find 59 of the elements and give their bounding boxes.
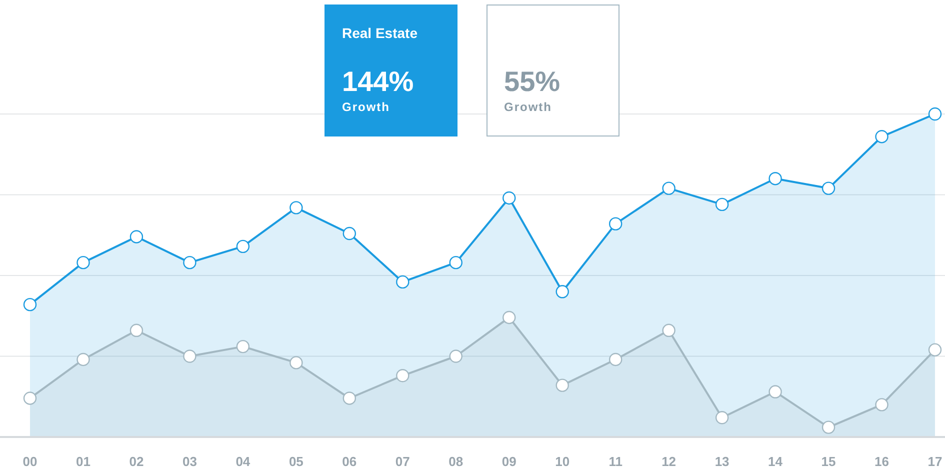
x-tick-label: 17: [928, 454, 942, 468]
point: [396, 369, 410, 382]
point: [822, 420, 836, 434]
point: [822, 182, 836, 195]
point: [662, 182, 676, 195]
point: [342, 392, 356, 405]
x-tick-label: 14: [768, 454, 784, 468]
point: [290, 356, 303, 370]
point: [396, 275, 410, 289]
point: [502, 310, 516, 324]
point: [875, 398, 888, 412]
point: [130, 230, 144, 244]
x-tick-label: 15: [821, 454, 836, 468]
point: [76, 352, 90, 366]
annotation: Growth: [342, 100, 390, 114]
point: [236, 340, 250, 354]
x-tick-label: 16: [874, 454, 889, 468]
x-tick-label: 05: [288, 454, 304, 468]
point: [608, 352, 622, 366]
x-tick-label: 04: [236, 454, 251, 468]
point: [23, 392, 37, 405]
point: [662, 324, 676, 338]
text: 144%: [342, 66, 414, 97]
point: [608, 217, 622, 230]
x-tick-label: 09: [502, 454, 516, 468]
point: [183, 256, 196, 270]
point: [290, 201, 303, 214]
x-tick-label: 11: [608, 454, 622, 468]
x-tick-label: 12: [662, 454, 676, 468]
point: [183, 350, 196, 363]
point: [768, 172, 782, 186]
point: [768, 385, 782, 398]
point: [342, 226, 356, 240]
point: [502, 191, 516, 205]
point: [556, 378, 569, 392]
point: [130, 324, 144, 338]
text: 55%: [504, 66, 560, 97]
point: [875, 130, 888, 144]
x-tick-label: 01: [76, 454, 90, 468]
x-tick-label: 02: [129, 454, 144, 468]
annotation: Growth: [504, 100, 552, 114]
x-tick-label: 10: [555, 454, 570, 468]
x-tick-label: 03: [182, 454, 197, 468]
x-tick-label: 00: [22, 454, 38, 468]
x-tick-label: 08: [448, 454, 464, 468]
x-tick-label: 07: [395, 454, 410, 468]
point: [928, 343, 942, 356]
point: [236, 240, 250, 254]
point: [556, 285, 569, 298]
point: [449, 350, 462, 363]
point: [928, 107, 942, 121]
point: [23, 298, 37, 312]
point: [715, 198, 729, 212]
point: [76, 256, 90, 270]
x-tick-label: 13: [714, 454, 730, 468]
point: [715, 411, 729, 424]
point: [449, 256, 462, 270]
text: Real Estate: [342, 25, 418, 41]
x-tick-label: 06: [342, 454, 357, 468]
